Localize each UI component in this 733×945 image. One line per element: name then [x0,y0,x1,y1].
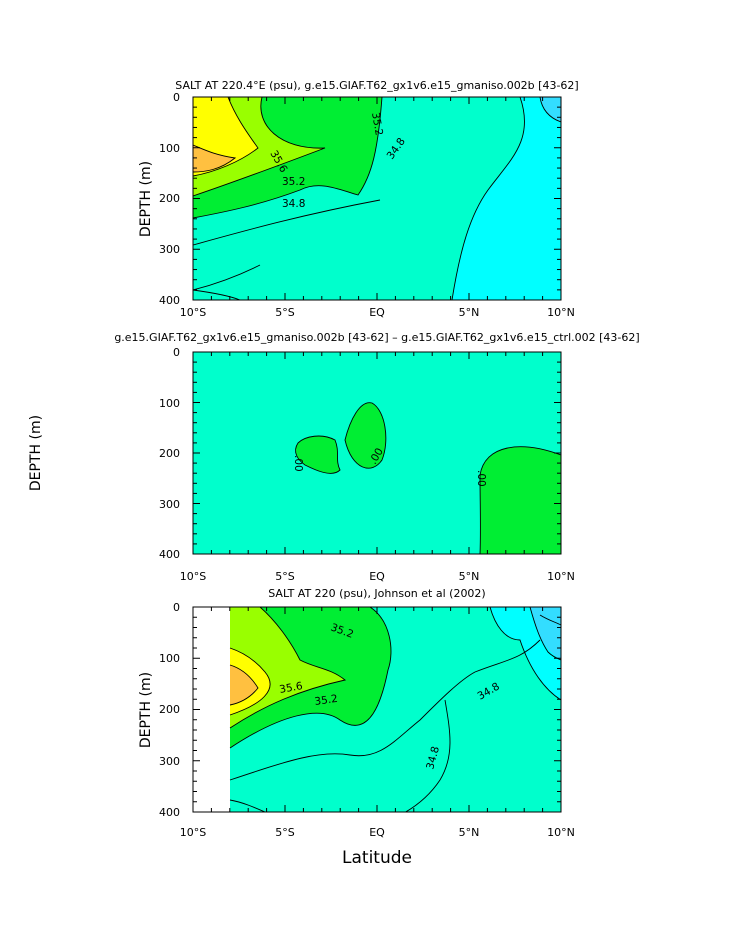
x-tick-label: EQ [369,306,385,319]
contour-line [229,639,541,781]
y-tick-label: 400 [159,806,180,819]
contour-line [229,664,259,706]
panel-2-title: g.e15.GIAF.T62_gx1v6.e15_gmaniso.002b [4… [114,331,639,344]
contour-label: 35.6 [278,680,303,696]
x-tick-label: EQ [369,570,385,583]
x-tick-label: 10°S [180,570,206,583]
y-tick-label: 0 [173,91,180,104]
contour-line [229,607,392,749]
contour-label: .00 [292,455,304,472]
x-tick-label: 5°S [275,570,294,583]
y-tick-label: 0 [173,601,180,614]
panel-2-xticklabels: 10°S 5°S EQ 5°N 10°N [180,570,575,583]
x-tick-label: 10°N [547,826,575,839]
x-tick-label: 5°S [275,826,294,839]
region-green [480,446,561,554]
y-tick-label: 100 [159,142,180,155]
y-tick-label: 300 [159,243,180,256]
panel-1-ticks [192,96,562,301]
region-orange [193,145,235,172]
panel-2-ticks [192,351,562,555]
x-tick-label: 5°N [459,306,480,319]
y-tick-label: 200 [159,192,180,205]
contour-line [344,402,387,469]
x-tick-label: 5°N [459,826,480,839]
panel-3-ticks [192,606,562,813]
region-blue [540,97,561,122]
contour-line [193,97,259,177]
region-blue [530,607,561,660]
y-tick-label: 400 [159,294,180,307]
panel-2: g.e15.GIAF.T62_gx1v6.e15_gmaniso.002b [4… [28,331,640,583]
x-tick-label: 10°N [547,570,575,583]
x-tick-label: EQ [369,826,385,839]
contour-line [193,144,237,173]
contour-label: 35.2 [314,693,339,708]
contour-line [193,97,383,219]
panel-1: SALT AT 220.4°E (psu), g.e15.GIAF.T62_gx… [138,79,579,319]
contour-line [539,614,561,626]
contour-line [489,607,561,701]
contour-line [479,446,561,554]
contour-label: 35.2 [282,176,305,188]
contour-label: 34.8 [318,827,341,839]
contour-line [539,97,561,123]
region-green [345,402,386,469]
region-green [295,436,340,474]
x-tick-label: 5°N [459,570,480,583]
y-tick-label: 100 [159,652,180,665]
contour-line [229,607,347,729]
contour-line [229,647,271,716]
contour-line [229,699,451,812]
panel-2-ylabel: DEPTH (m) [28,415,44,491]
contour-label: 35.2 [369,111,385,136]
contour-line [193,199,381,246]
x-tick-label: 10°S [180,306,206,319]
panel-3-field: 35.2 35.6 35.2 34.8 34.8 34.8 [229,607,561,839]
panel-3-ylabel: DEPTH (m) [138,672,154,748]
contour-line [193,264,261,291]
y-tick-label: 300 [159,755,180,768]
panel-3: SALT AT 220 (psu), Johnson et al (2002) … [138,587,575,868]
y-tick-label: 0 [173,346,180,359]
x-tick-label: 10°N [547,306,575,319]
panel-3-yticklabels: 0 100 200 300 400 [159,601,180,819]
contour-line [295,435,341,474]
panel-2-yticklabels: 0 100 200 300 400 [159,346,180,561]
y-tick-label: 200 [159,447,180,460]
y-tick-label: 100 [159,397,180,410]
contour-label: 34.8 [282,198,305,210]
panel-3-xticklabels: 10°S 5°S EQ 5°N 10°N [180,826,575,839]
contour-line [451,97,525,300]
panel-1-title: SALT AT 220.4°E (psu), g.e15.GIAF.T62_gx… [175,79,578,92]
panel-3-xlabel: Latitude [342,848,412,868]
contour-label: .00 [475,470,487,487]
panel-2-field: .00 .00 .00 [193,352,561,554]
contour-label: 34.8 [424,745,442,771]
panel-1-yticklabels: 0 100 200 300 400 [159,91,180,307]
panel-1-field: 35.6 35.2 35.2 34.8 34.8 [193,97,561,300]
panel-3-title: SALT AT 220 (psu), Johnson et al (2002) [268,587,485,600]
y-tick-label: 200 [159,703,180,716]
x-tick-label: 5°S [275,306,294,319]
y-tick-label: 400 [159,548,180,561]
panel-1-xticklabels: 10°S 5°S EQ 5°N 10°N [180,306,575,319]
y-tick-label: 300 [159,498,180,511]
contour-line [193,289,241,300]
contour-line [193,97,326,197]
x-tick-label: 10°S [180,826,206,839]
panel-1-ylabel: DEPTH (m) [138,161,154,237]
